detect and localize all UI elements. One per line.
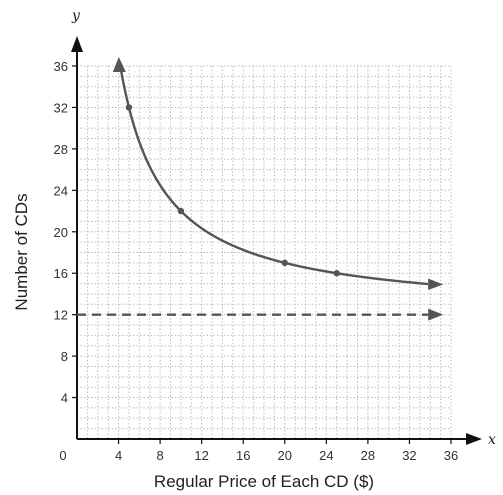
origin-label: 0 xyxy=(59,448,66,463)
dashed-line-arrow-icon xyxy=(428,308,444,321)
data-point xyxy=(125,104,133,111)
y-tick-label: 4 xyxy=(61,391,68,406)
data-point xyxy=(177,207,185,215)
y-tick-label: 24 xyxy=(54,183,68,198)
y-tick-label: 36 xyxy=(54,59,68,74)
x-tick-label: 20 xyxy=(278,448,292,463)
x-tick-label: 12 xyxy=(194,448,208,463)
x-axis-arrow-icon xyxy=(466,433,482,445)
y-tick-label: 12 xyxy=(54,308,68,323)
x-tick-label: 8 xyxy=(156,448,163,463)
y-tick-label: 32 xyxy=(54,100,68,115)
data-point xyxy=(281,259,288,267)
y-axis-arrow-icon xyxy=(71,36,83,52)
y-tick-label: 20 xyxy=(54,225,68,240)
x-tick-label: 28 xyxy=(361,448,375,463)
curve-arrow-icon xyxy=(112,56,126,72)
x-tick-label: 32 xyxy=(402,448,416,463)
y-tick-label: 16 xyxy=(54,266,68,281)
curve-line xyxy=(119,68,429,286)
x-axis-title: Regular Price of Each CD ($) xyxy=(154,472,374,491)
x-tick-label: 24 xyxy=(319,448,333,463)
y-tick-label: 28 xyxy=(54,142,68,157)
curve-arrow-icon xyxy=(428,278,444,291)
axes xyxy=(71,36,482,445)
y-tick-label: 8 xyxy=(61,349,68,364)
y-axis-title: Number of CDs xyxy=(12,193,31,310)
x-tick-label: 4 xyxy=(115,448,122,463)
ticks: 4 8 12 16 20 24 28 32 36 4 8 12 16 20 24 28 32 36 xyxy=(54,59,459,463)
series xyxy=(77,56,444,321)
data-point xyxy=(333,270,340,277)
grid xyxy=(77,65,452,439)
x-tick-label: 16 xyxy=(236,448,250,463)
x-axis-letter: x xyxy=(488,432,496,448)
y-axis-letter: y xyxy=(71,8,81,24)
x-tick-label: 36 xyxy=(444,448,458,463)
